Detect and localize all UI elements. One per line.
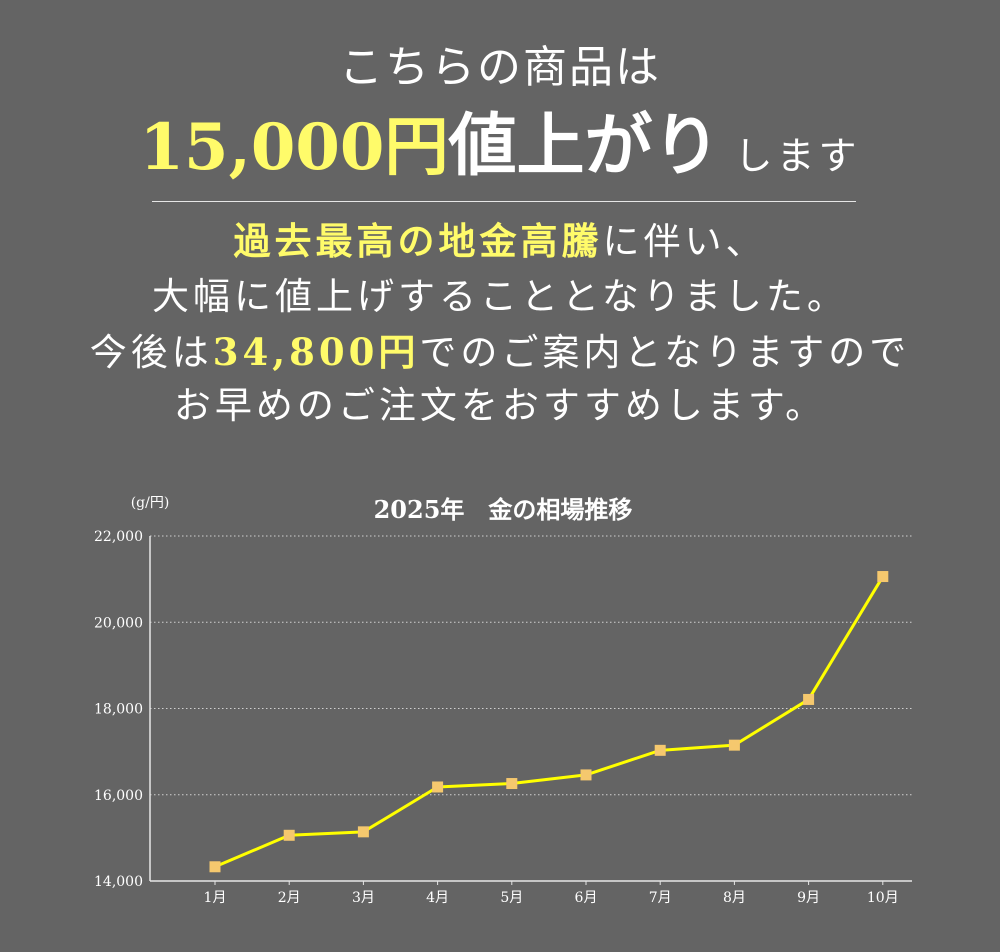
data-point: [728, 739, 740, 751]
grid: [150, 535, 912, 796]
series-line: [214, 575, 885, 869]
data-point: [506, 778, 518, 790]
x-tick-label: 3月: [352, 890, 375, 906]
x-tick-label: 1月: [204, 890, 227, 906]
y-tick-label: 14,000: [94, 874, 143, 890]
y-tick-label: 16,000: [94, 788, 143, 804]
x-tick-label: 5月: [500, 890, 523, 906]
body-text: に伴い、: [602, 220, 767, 263]
new-price: 34,800円: [212, 330, 420, 374]
x-tick-labels: 1月 2月 3月 4月 5月 6月 7月 8月 9月 10月: [204, 881, 899, 906]
body-text: でのご案内となりますので: [419, 331, 911, 374]
x-tick-label: 4月: [426, 890, 449, 906]
headline-intro: こちらの商品は: [339, 42, 661, 93]
y-tick-label: 22,000: [94, 529, 143, 545]
headline-main: 15,000円値上がり します: [0, 104, 1000, 206]
data-point: [654, 744, 666, 756]
x-tick-label: 6月: [575, 890, 598, 906]
x-tick-label: 8月: [723, 890, 746, 906]
data-point: [209, 861, 221, 873]
x-tick-label: 10月: [867, 890, 899, 906]
data-point: [803, 693, 815, 705]
data-point: [357, 826, 369, 838]
body-line-4: お早めのご注文をおすすめします。: [173, 384, 827, 427]
y-tick-label: 18,000: [94, 702, 143, 718]
body-line-3: 今後は34,800円でのご案内となりますので: [0, 327, 1000, 378]
divider: [152, 201, 856, 202]
price-increase: 15,000円: [139, 110, 449, 185]
x-tick-label: 7月: [649, 890, 672, 906]
data-point: [877, 571, 889, 583]
price-rise-text: 値上がり: [448, 106, 721, 186]
y-tick-labels: 14,000 16,000 18,000 20,000 22,000: [94, 529, 143, 890]
highlight-text: 過去最高の地金高騰: [233, 219, 603, 263]
headline-tail: します: [734, 134, 861, 178]
body-line-1: 過去最高の地金高騰に伴い、: [0, 216, 1000, 267]
y-unit-label: (g/円): [131, 495, 170, 511]
x-tick-label: 9月: [797, 890, 820, 906]
y-tick-label: 20,000: [94, 615, 143, 631]
data-point: [580, 769, 592, 781]
body-line-2: 大幅に値上げすることとなりました。: [152, 275, 848, 318]
body-text: 今後は: [89, 331, 213, 374]
data-point: [432, 781, 444, 793]
chart-title: 2025年 金の相場推移: [374, 495, 633, 524]
x-tick-label: 2月: [278, 890, 301, 906]
gold-price-chart: 2025年 金の相場推移 (g/円) 14,000 16,000 18,000 20,…: [94, 495, 912, 906]
data-markers: [209, 571, 889, 873]
data-point: [283, 829, 295, 841]
